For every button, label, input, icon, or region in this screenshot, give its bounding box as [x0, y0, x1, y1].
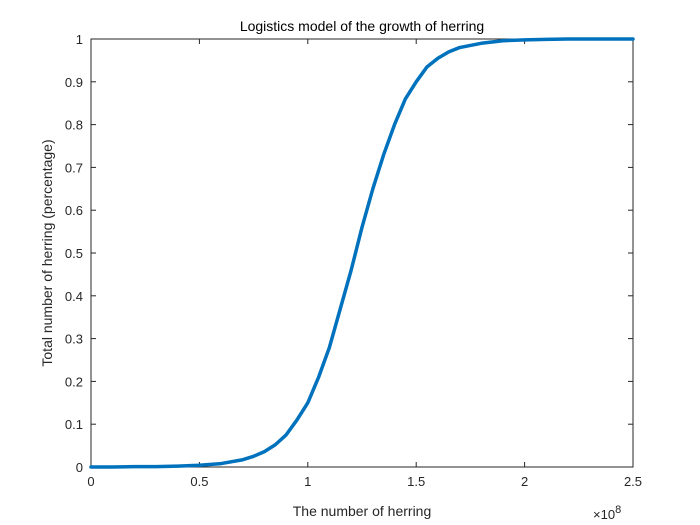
x-tick-label: 2 [521, 474, 528, 489]
y-tick-label: 0.1 [65, 417, 83, 432]
series-layer [89, 37, 635, 469]
x-axis-exponent: ×108 [593, 504, 621, 522]
y-axis-label: Total number of herring (percentage) [39, 139, 55, 366]
series-line [89, 37, 635, 469]
x-tick-label: 1.5 [407, 474, 425, 489]
x-axis-exponent-power: 8 [615, 504, 621, 516]
y-tick-label: 0.4 [65, 289, 83, 304]
x-tick-label: 0 [87, 474, 94, 489]
x-tick-label: 1 [304, 474, 311, 489]
y-tick-label: 0.2 [65, 374, 83, 389]
y-tick-label: 0.6 [65, 203, 83, 218]
y-tick-label: 1 [76, 32, 83, 47]
y-tick-label: 0.8 [65, 118, 83, 133]
y-tick-label: 0.5 [65, 246, 83, 261]
x-tick-label: 2.5 [624, 474, 642, 489]
y-tick-label: 0.7 [65, 160, 83, 175]
axis-ticks: 0 0.5 1 1.5 2 2.5 0 0.1 0.2 0.3 0.4 0.5 0.6 0.7 0.8 0.9… [65, 32, 642, 489]
plot-area [90, 38, 634, 468]
y-tick-label: 0.9 [65, 75, 83, 90]
x-axis-label: The number of herring [293, 503, 432, 519]
x-tick-label: 0.5 [190, 474, 208, 489]
y-tick-label: 0.3 [65, 332, 83, 347]
x-axis-exponent-base: ×10 [593, 507, 615, 522]
chart-title: Logistics model of the growth of herring [240, 18, 484, 34]
y-tick-label: 0 [76, 460, 83, 475]
